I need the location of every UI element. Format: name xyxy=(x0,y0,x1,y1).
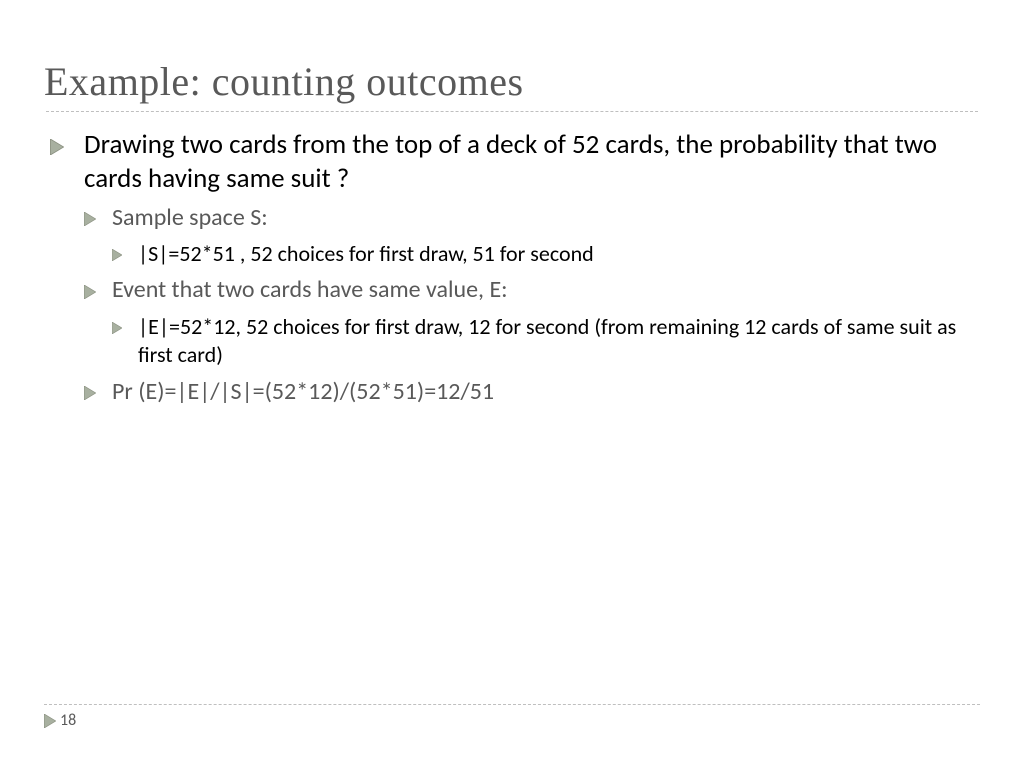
bullet-text: |S|=52*51 , 52 choices for first draw, 5… xyxy=(138,240,594,267)
bullet-text: Sample space S: xyxy=(112,203,268,232)
triangle-bullet-icon xyxy=(84,212,96,226)
triangle-bullet-icon xyxy=(112,249,122,261)
title-divider xyxy=(46,111,978,112)
list-item: |S|=52*51 , 52 choices for first draw, 5… xyxy=(112,240,970,269)
bullet-text: Event that two cards have same value, E: xyxy=(112,275,508,304)
bullet-text: Drawing two cards from the top of a deck… xyxy=(84,128,937,195)
bullet-text: |E|=52*12, 52 choices for first draw, 12… xyxy=(138,313,956,369)
list-item: Sample space S: |S|=52*51 , 52 choices f… xyxy=(84,202,970,269)
bullet-text: Pr (E)=|E|/|S|=(52*12)/(52*51)=12/51 xyxy=(112,377,494,406)
list-item: Drawing two cards from the top of a deck… xyxy=(50,128,970,408)
slide-title: Example: counting outcomes xyxy=(44,58,980,111)
triangle-bullet-icon xyxy=(112,322,122,334)
slide-footer: 18 xyxy=(44,704,980,730)
list-item: Event that two cards have same value, E:… xyxy=(84,274,970,370)
triangle-bullet-icon xyxy=(84,386,96,400)
footer-divider xyxy=(44,704,980,705)
bullet-list-lvl3: |E|=52*12, 52 choices for first draw, 12… xyxy=(112,313,970,370)
list-item: |E|=52*12, 52 choices for first draw, 12… xyxy=(112,313,970,370)
bullet-list-lvl1: Drawing two cards from the top of a deck… xyxy=(50,128,970,408)
bullet-list-lvl3: |S|=52*51 , 52 choices for first draw, 5… xyxy=(112,240,970,269)
triangle-bullet-icon xyxy=(84,285,96,299)
slide: Example: counting outcomes Drawing two c… xyxy=(0,0,1024,768)
bullet-list-lvl2: Sample space S: |S|=52*51 , 52 choices f… xyxy=(84,202,970,409)
page-number-wrap: 18 xyxy=(44,711,980,730)
triangle-bullet-icon xyxy=(44,714,56,728)
slide-content: Drawing two cards from the top of a deck… xyxy=(44,128,980,408)
triangle-bullet-icon xyxy=(50,139,64,155)
page-number: 18 xyxy=(60,711,76,730)
list-item: Pr (E)=|E|/|S|=(52*12)/(52*51)=12/51 xyxy=(84,376,970,408)
